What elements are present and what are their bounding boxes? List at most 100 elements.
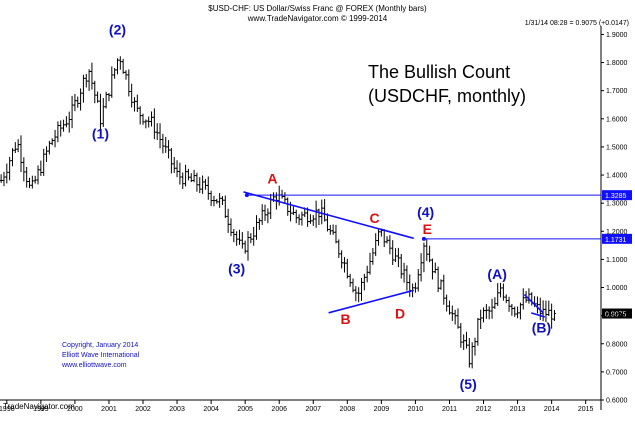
price-bar [453,309,457,325]
price-bars [0,56,556,369]
price-bar [360,277,364,301]
price-bar [226,208,230,233]
price-bar [501,283,505,301]
price-bar [0,174,3,183]
x-tick-label: 2015 [578,406,594,413]
price-bar [161,133,165,154]
price-bar [255,215,259,240]
wave-label: (5) [460,376,477,392]
y-tick-label: 1.7000 [606,88,628,95]
level-origin-dot [421,236,426,241]
price-bar [16,139,20,153]
price-bar [184,164,188,187]
price-bar [141,113,145,125]
price-bar [13,142,17,153]
price-bar [138,106,142,125]
price-bar [447,300,451,315]
price-bar [2,171,6,187]
price-bar [175,160,179,178]
wave-label: (4) [417,204,434,220]
price-bar [323,199,327,222]
price-bar [419,253,423,282]
price-bar [283,192,287,203]
price-bar [243,240,247,254]
trendlines: 1.3285 1.1731 0.9075 [243,190,632,319]
price-bar [93,80,97,104]
price-bar [368,252,372,275]
y-axis: 1.9000 1.8000 1.7000 1.6000 1.5000 1.4000 1.30… [601,32,628,405]
price-bar [67,111,71,133]
wave-label: E [423,221,432,237]
price-bar [203,179,207,190]
y-tick-label: 1.3000 [606,201,628,208]
price-bar [496,283,500,307]
price-bar [155,123,159,140]
last-price-label: 0.9075 [605,312,627,319]
price-bar [394,248,398,263]
price-bar [115,58,119,75]
price-bar [235,231,239,246]
chart-title: $USD-CHF: US Dollar/Swiss Franc @ FOREX … [208,4,427,13]
price-bar [45,146,49,162]
price-bar [113,68,117,79]
price-bar [56,121,60,143]
price-bar [385,236,389,244]
price-bar [127,69,131,97]
price-bar [110,66,114,98]
level-origin-dot [244,193,249,198]
price-bar [133,97,137,112]
price-bar [164,136,168,153]
y-tick-label: 1.9000 [606,32,628,39]
y-tick-label: 0.6000 [606,398,628,405]
price-bar [507,296,511,312]
price-bar [422,242,426,273]
x-tick-label: 2001 [101,406,117,413]
price-bar [297,214,301,226]
price-bar [121,58,125,74]
price-bar [493,297,497,309]
price-bar [402,262,406,283]
price-bar [334,224,338,244]
price-bar [50,138,54,146]
price-bar [135,94,139,112]
credit-line-1: Copyright, January 2014 [62,342,139,349]
x-tick-label: 2014 [544,406,560,413]
price-bar [464,331,468,349]
price-bar [510,303,514,316]
trendline [523,293,544,314]
price-bar [218,193,222,208]
x-axis: 1998 1999 2000 2001 2002 2003 2004 2005 2006 2007… [0,400,594,413]
price-bar [308,214,312,224]
price-bar [147,116,151,128]
price-bar [516,306,520,319]
x-tick-label: 2008 [340,406,356,413]
y-tick-label: 1.6000 [606,116,628,123]
price-bar [189,173,193,183]
price-bar [84,73,88,88]
price-bar [209,190,213,207]
wave-label: C [369,210,379,226]
price-bar [462,334,466,350]
price-bar [104,91,108,109]
x-tick-label: 2012 [476,406,492,413]
wave-label: (3) [228,260,245,276]
price-bar [124,70,128,80]
price-bar [195,172,199,192]
level-price-label: 1.1731 [605,237,627,244]
price-bar [405,265,409,291]
price-bar [467,338,471,368]
price-bar [374,233,378,257]
price-bar [47,140,51,155]
price-bar [223,195,227,219]
trendline [328,289,414,314]
price-bar [396,247,400,268]
price-bar [59,120,63,137]
price-bar [28,177,32,189]
price-bar [473,337,477,356]
chart-subtitle: www.TradeNavigator.com © 1999-2014 [247,14,388,23]
price-bar [552,309,556,321]
price-bar [39,160,43,176]
price-bar [325,213,329,232]
wave-labels: (2) (1) (3) (4) (5) (A) (B) A C E B D [92,21,551,391]
